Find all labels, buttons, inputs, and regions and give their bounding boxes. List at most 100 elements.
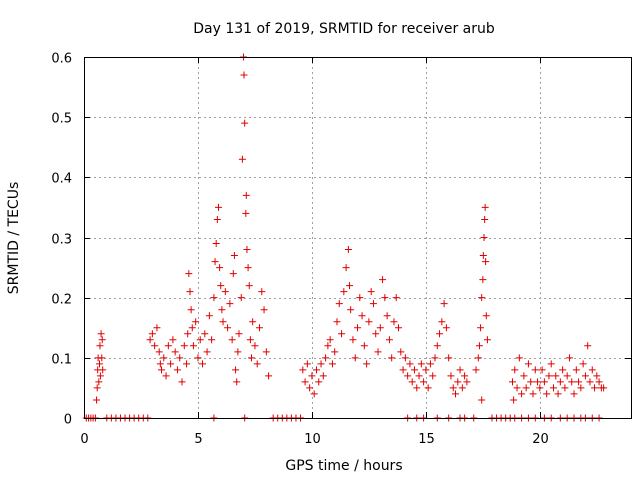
data-point — [155, 348, 163, 356]
data-point — [243, 246, 251, 254]
data-point — [520, 372, 528, 380]
data-point — [221, 288, 229, 296]
data-point — [547, 360, 555, 368]
data-point — [96, 372, 104, 380]
data-point — [478, 294, 486, 302]
data-point — [481, 215, 489, 223]
data-point — [438, 318, 446, 326]
data-point — [426, 360, 434, 368]
data-point — [518, 390, 526, 398]
data-point — [299, 366, 307, 374]
data-point — [581, 372, 589, 380]
data-point — [173, 366, 181, 374]
data-point — [185, 270, 193, 278]
data-point — [167, 360, 175, 368]
data-point — [189, 342, 197, 350]
data-point — [538, 366, 546, 374]
data-point — [463, 378, 471, 386]
data-point — [219, 318, 227, 326]
data-point — [475, 342, 483, 350]
data-point — [563, 372, 571, 380]
data-point — [420, 378, 428, 386]
data-point — [340, 288, 348, 296]
data-point — [242, 209, 250, 217]
data-point — [406, 360, 414, 368]
data-point — [417, 360, 425, 368]
data-point — [164, 342, 172, 350]
data-point — [379, 276, 387, 284]
data-point — [367, 288, 375, 296]
data-point — [93, 396, 101, 404]
data-point — [186, 288, 194, 296]
data-point — [212, 240, 220, 248]
data-point — [349, 336, 357, 344]
data-point — [458, 384, 466, 392]
data-point — [188, 324, 196, 332]
data-point — [234, 348, 242, 356]
data-point — [534, 378, 542, 386]
data-point — [230, 252, 238, 260]
data-point — [211, 258, 219, 266]
data-point — [372, 330, 380, 338]
data-point — [312, 366, 320, 374]
data-point — [148, 330, 156, 338]
data-point — [365, 318, 373, 326]
data-point — [238, 155, 246, 163]
data-point — [593, 372, 601, 380]
data-point — [258, 288, 266, 296]
data-point — [511, 366, 519, 374]
data-point — [554, 390, 562, 398]
data-point — [344, 246, 352, 254]
data-point — [322, 354, 330, 362]
data-point — [203, 348, 211, 356]
data-point — [99, 366, 107, 374]
y-tick-label: 0 — [64, 413, 72, 428]
data-point — [436, 330, 444, 338]
data-point — [342, 264, 350, 272]
data-point — [306, 384, 314, 392]
data-point — [478, 396, 486, 404]
data-point — [242, 191, 250, 199]
data-point — [550, 384, 558, 392]
x-tick-label: 20 — [532, 432, 549, 447]
data-point — [192, 318, 200, 326]
data-point — [433, 342, 441, 350]
data-point — [383, 312, 391, 320]
data-point — [265, 372, 273, 380]
data-point — [513, 384, 521, 392]
x-tick-label: 5 — [194, 432, 202, 447]
data-point — [251, 342, 259, 350]
data-point — [399, 366, 407, 374]
data-point — [595, 378, 603, 386]
data-point — [98, 354, 106, 362]
data-point — [452, 390, 460, 398]
y-tick-label: 0.4 — [51, 172, 72, 187]
grid-lines — [84, 57, 631, 418]
data-point — [477, 324, 485, 332]
data-point — [232, 366, 240, 374]
data-point — [160, 354, 168, 362]
data-point — [461, 372, 469, 380]
data-point — [97, 330, 105, 338]
data-point — [356, 294, 364, 302]
data-point — [216, 264, 224, 272]
data-point — [326, 336, 334, 344]
x-tick-label: 15 — [418, 432, 435, 447]
axis-ticks: 0 5 10 15 20 0 0.1 0.2 0.3 0.4 0.5 0.6 — [51, 52, 631, 447]
data-point — [210, 294, 218, 302]
data-point — [483, 336, 491, 344]
data-point — [556, 378, 564, 386]
data-point — [253, 360, 261, 368]
data-point — [95, 360, 103, 368]
data-point — [324, 342, 332, 350]
data-point — [474, 354, 482, 362]
data-point — [392, 294, 400, 302]
data-point — [447, 372, 455, 380]
data-point — [482, 312, 490, 320]
data-point — [310, 390, 318, 398]
data-point — [146, 336, 154, 344]
data-point — [540, 378, 548, 386]
data-point — [98, 336, 106, 344]
data-point — [572, 366, 580, 374]
